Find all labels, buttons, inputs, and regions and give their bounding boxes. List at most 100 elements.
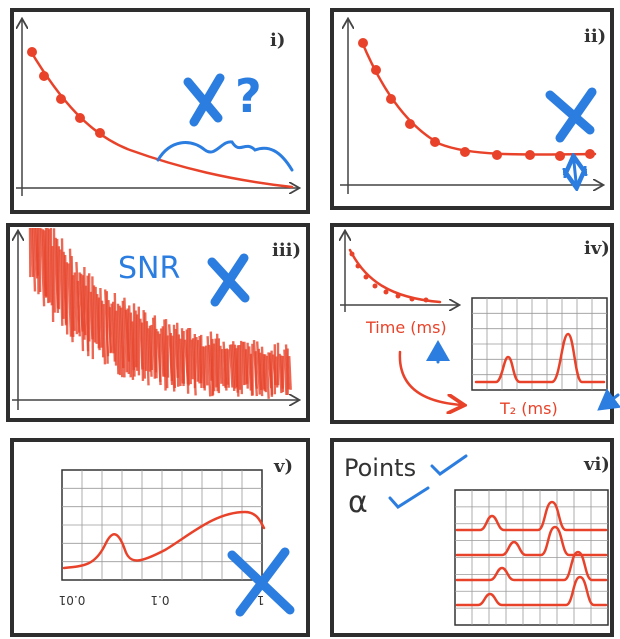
noise-stroke: [188, 327, 192, 385]
noise-stroke: [241, 341, 246, 386]
check: [388, 486, 430, 509]
noise-stroke: [238, 344, 242, 390]
noise-stroke: [52, 228, 56, 313]
t2-spectrum: [474, 332, 606, 384]
noise-stroke: [163, 319, 167, 391]
noise-stroke: [278, 353, 283, 394]
panel-label: iv): [584, 238, 610, 259]
noise-stroke: [147, 328, 152, 372]
spectrum: [455, 500, 608, 532]
noise-stroke: [94, 286, 98, 344]
noise-stroke: [115, 310, 120, 375]
noise-stroke: [228, 344, 234, 388]
noise-stroke: [169, 332, 173, 381]
panel-v: 0.01 0.1 1.0 v): [10, 438, 310, 637]
panel-label: ii): [584, 26, 606, 47]
noise-stroke: [59, 249, 64, 326]
cross: [227, 547, 295, 617]
noise-stroke: [142, 310, 146, 379]
noise-stroke: [232, 341, 237, 389]
noise-stroke: [99, 288, 103, 348]
noise-stroke: [67, 263, 73, 337]
noise-stroke: [116, 303, 122, 376]
squiggle: [156, 140, 294, 172]
noise-stroke: [158, 333, 162, 382]
noise-stroke: [256, 341, 262, 395]
noisy-signal: [28, 227, 292, 399]
noise-stroke: [206, 336, 212, 397]
noise-stroke: [118, 305, 124, 378]
noise-stroke: [76, 280, 81, 337]
panel-label: iii): [272, 240, 301, 261]
blue-arrow: [597, 388, 620, 411]
noise-stroke: [105, 291, 109, 364]
question-mark: ?: [235, 69, 262, 123]
noise-stroke: [160, 328, 165, 377]
noise-stroke: [38, 227, 42, 292]
noise-stroke: [64, 255, 68, 326]
noise-stroke: [172, 324, 177, 388]
tick-label: 0.1: [150, 593, 169, 607]
cross: [207, 253, 250, 307]
panel-vi: Points α vi): [330, 438, 614, 637]
noise-stroke: [190, 339, 194, 380]
noise-stroke: [195, 336, 200, 382]
noise-stroke: [152, 317, 157, 379]
panel-iv: Time (ms) T₂ (ms) iv): [330, 223, 620, 424]
offset-arrow: [574, 162, 576, 182]
noise-stroke: [176, 322, 180, 387]
panel-label: vi): [583, 454, 610, 475]
cross: [545, 87, 597, 143]
spectrum: [455, 575, 608, 607]
decay-curve: [28, 48, 294, 189]
snr-label: SNR: [118, 251, 180, 286]
noise-stroke: [219, 345, 223, 384]
noise-stroke: [72, 275, 76, 331]
noise-stroke: [259, 352, 264, 397]
noise-stroke: [40, 228, 46, 307]
noise-stroke: [51, 246, 55, 323]
noise-stroke: [177, 334, 182, 387]
panel-i: ? i): [10, 8, 310, 214]
noise-stroke: [86, 275, 90, 357]
noise-stroke: [110, 303, 115, 354]
noise-stroke: [288, 355, 292, 390]
criterion: α: [348, 485, 368, 520]
spectra: [455, 500, 608, 607]
spectrum: [455, 525, 608, 557]
spectrum: [62, 510, 266, 570]
points: [27, 47, 105, 138]
noise-stroke: [73, 272, 79, 335]
noise-stroke: [264, 354, 268, 393]
time-label: Time (ms): [365, 318, 447, 337]
frame: [10, 8, 310, 214]
noise-stroke: [140, 322, 145, 381]
points: [349, 251, 429, 303]
spectrum: [455, 550, 608, 582]
panel-iii: SNR iii): [6, 223, 310, 422]
noise-stroke: [113, 292, 118, 366]
noise-stroke: [265, 355, 270, 399]
noise-stroke: [44, 227, 48, 297]
tick-label: 0.01: [59, 593, 86, 607]
noise-stroke: [126, 308, 130, 375]
noise-stroke: [60, 238, 65, 319]
noise-stroke: [80, 273, 85, 352]
noise-stroke: [240, 340, 244, 395]
grid: [472, 298, 607, 390]
noise-stroke: [92, 285, 97, 343]
grid: [62, 470, 262, 580]
t2-label: T₂ (ms): [499, 399, 558, 418]
noise-stroke: [30, 227, 35, 277]
panel-label: i): [270, 30, 285, 51]
transform-arrow: [398, 350, 462, 405]
panel-label: v): [273, 456, 293, 477]
noise-stroke: [100, 300, 105, 358]
noise-stroke: [283, 349, 288, 396]
decay-curve: [360, 40, 597, 156]
noise-stroke: [262, 354, 266, 392]
noise-stroke: [243, 341, 247, 385]
noise-stroke: [220, 348, 225, 387]
noise-stroke: [145, 321, 150, 386]
noise-stroke: [128, 305, 132, 378]
